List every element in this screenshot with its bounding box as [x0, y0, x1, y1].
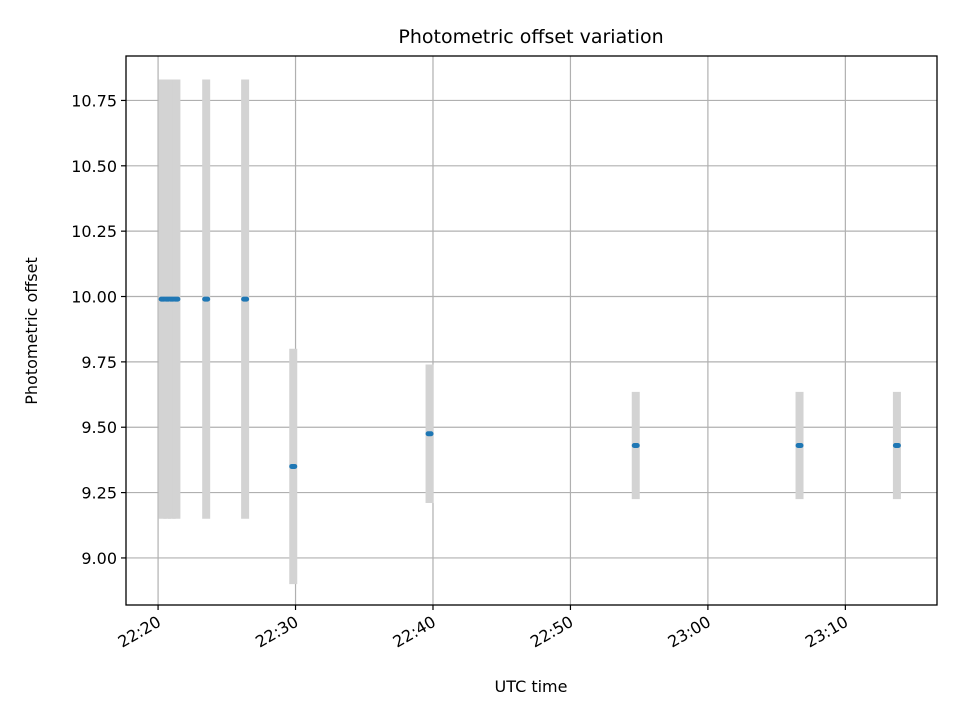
data-point	[425, 431, 434, 437]
y-tick-label: 9.75	[81, 353, 117, 372]
data-point	[289, 463, 298, 469]
y-axis-ticks: 9.00 9.25 9.50 9.75 10.00 10.25 10.50 10.75	[71, 91, 126, 568]
grid	[126, 56, 937, 605]
y-axis-title: Photometric offset	[22, 257, 41, 405]
data-point	[892, 443, 901, 449]
data-point	[795, 443, 804, 449]
chart-title: Photometric offset variation	[398, 26, 663, 48]
y-tick-label: 9.50	[81, 418, 117, 437]
data-point	[202, 296, 211, 302]
plot-frame	[125, 55, 938, 606]
y-tick-label: 10.75	[71, 91, 117, 110]
y-tick-label: 9.00	[81, 549, 117, 568]
data-point	[631, 443, 640, 449]
data-points	[158, 296, 901, 469]
x-axis-title: UTC time	[495, 677, 568, 696]
data-point	[172, 296, 181, 302]
y-tick-label: 10.25	[71, 222, 117, 241]
data-point	[241, 296, 250, 302]
y-tick-label: 9.25	[81, 484, 117, 503]
y-tick-label: 10.00	[71, 288, 117, 307]
y-tick-label: 10.50	[71, 157, 117, 176]
